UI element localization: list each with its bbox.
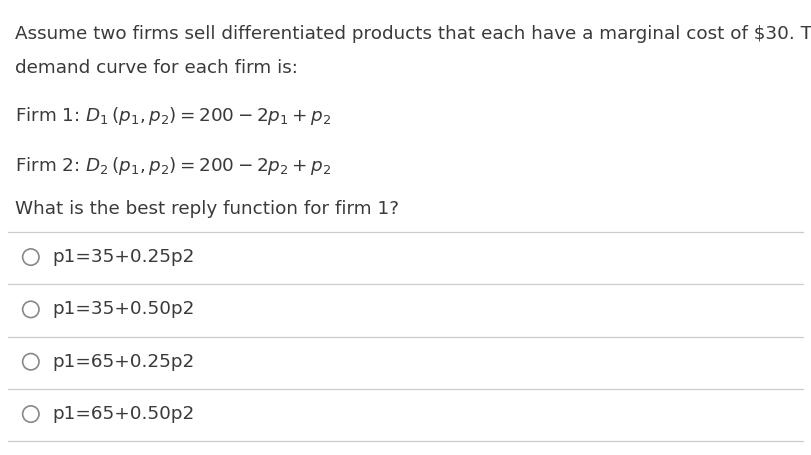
Text: p1=65+0.25p2: p1=65+0.25p2 [53, 353, 195, 371]
Text: p1=65+0.50p2: p1=65+0.50p2 [53, 405, 195, 423]
Text: Assume two firms sell differentiated products that each have a marginal cost of : Assume two firms sell differentiated pro… [15, 25, 811, 43]
Text: What is the best reply function for firm 1?: What is the best reply function for firm… [15, 200, 398, 218]
Text: p1=35+0.50p2: p1=35+0.50p2 [53, 300, 195, 318]
Text: demand curve for each firm is:: demand curve for each firm is: [15, 59, 298, 77]
Text: p1=35+0.25p2: p1=35+0.25p2 [53, 248, 195, 266]
Text: Firm 2: $D_2\,(p_1,p_2) = 200 - 2p_2 + p_2$: Firm 2: $D_2\,(p_1,p_2) = 200 - 2p_2 + p… [15, 155, 331, 177]
Text: Firm 1: $D_1\,(p_1,p_2) = 200 - 2p_1 + p_2$: Firm 1: $D_1\,(p_1,p_2) = 200 - 2p_1 + p… [15, 105, 331, 126]
